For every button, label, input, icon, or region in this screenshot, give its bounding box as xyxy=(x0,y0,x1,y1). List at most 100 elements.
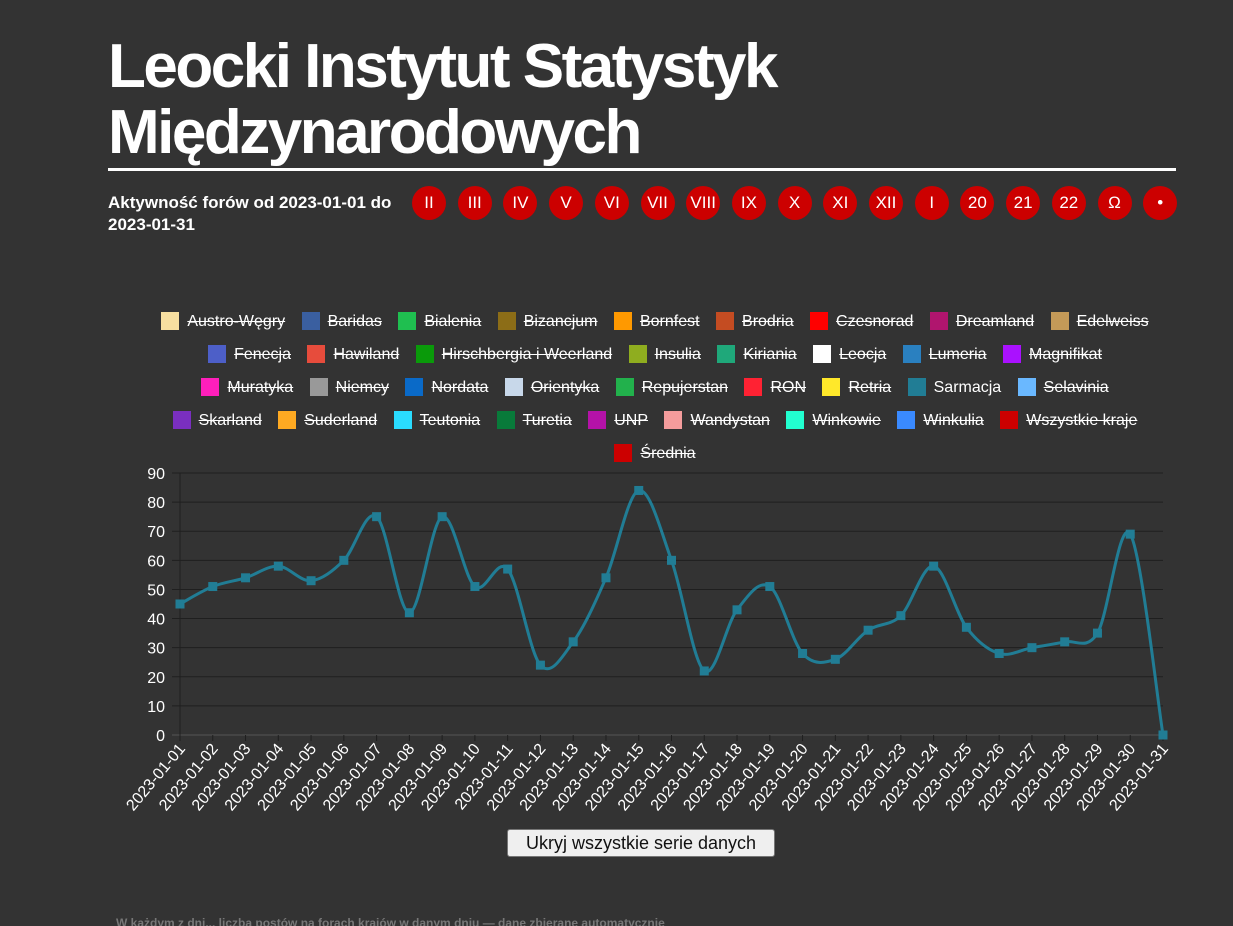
hide-all-series-button[interactable]: Ukryj wszystkie serie danych xyxy=(507,829,775,857)
legend-label: Nordata xyxy=(431,379,489,396)
legend-item[interactable]: Czesnorad xyxy=(810,305,913,338)
data-point xyxy=(208,582,218,592)
legend-item[interactable]: Bialenia xyxy=(398,305,481,338)
legend-label: Kiriania xyxy=(743,346,797,363)
nav-period-11[interactable]: I xyxy=(914,186,949,220)
nav-period-6[interactable]: VIII xyxy=(686,186,721,220)
legend-label: Bialenia xyxy=(424,313,482,330)
nav-period-10[interactable]: XII xyxy=(869,186,903,220)
legend-swatch xyxy=(822,378,841,396)
legend-item[interactable]: Muratyka xyxy=(201,371,293,404)
legend-item[interactable]: Bizancjum xyxy=(497,305,598,338)
legend-item[interactable]: Kiriania xyxy=(717,338,797,371)
nav-period-3[interactable]: V xyxy=(549,186,584,220)
data-point xyxy=(634,485,644,495)
legend-item[interactable]: Średnia xyxy=(614,437,696,470)
legend-swatch xyxy=(614,444,633,462)
legend-item[interactable]: Hirschbergia i Weerland xyxy=(415,338,613,371)
legend-item[interactable]: Bornfest xyxy=(613,305,700,338)
legend-item[interactable]: Turetia xyxy=(496,404,572,437)
legend-swatch xyxy=(1017,378,1036,396)
y-tick-label: 30 xyxy=(147,641,165,658)
nav-period-8[interactable]: X xyxy=(777,186,812,220)
legend-item[interactable]: Winkulia xyxy=(897,404,984,437)
legend-item[interactable]: Brodria xyxy=(716,305,794,338)
data-point xyxy=(535,660,545,670)
legend-item[interactable]: Insulia xyxy=(628,338,701,371)
legend-swatch xyxy=(786,411,805,429)
legend-label: Średnia xyxy=(640,445,696,462)
data-point xyxy=(601,573,611,583)
nav-period-9[interactable]: XI xyxy=(823,186,858,220)
legend-item[interactable]: Repujerstan xyxy=(615,371,728,404)
legend-label: Wandystan xyxy=(690,412,770,429)
legend-swatch xyxy=(415,345,434,363)
series-line-sarmacja xyxy=(179,488,1165,736)
legend-item[interactable]: Skarland xyxy=(172,404,262,437)
legend-item[interactable]: Teutonia xyxy=(393,404,481,437)
legend-swatch xyxy=(902,345,921,363)
legend-swatch xyxy=(398,312,417,330)
y-tick-label: 70 xyxy=(147,524,165,541)
legend-swatch xyxy=(1003,345,1021,363)
nav-period-7[interactable]: IX xyxy=(731,186,766,220)
data-point xyxy=(961,622,971,632)
legend-swatch xyxy=(813,345,832,363)
legend-swatch xyxy=(1050,312,1069,330)
data-point xyxy=(175,599,185,609)
chart-legend: Austro-Węgry Baridas Bialenia Bizancjum … xyxy=(150,305,1160,470)
legend-item[interactable]: Orientyka xyxy=(504,371,599,404)
nav-period-16[interactable]: • xyxy=(1143,186,1178,220)
legend-item[interactable]: Sarmacja xyxy=(907,371,1001,404)
legend-item[interactable]: Niemcy xyxy=(309,371,389,404)
data-point xyxy=(1060,637,1070,647)
legend-swatch xyxy=(278,411,297,429)
legend-swatch xyxy=(628,345,647,363)
legend-swatch xyxy=(201,378,220,396)
nav-period-5[interactable]: VII xyxy=(640,186,675,220)
nav-period-2[interactable]: IV xyxy=(503,186,538,220)
title-line-2: Międzynarodowych xyxy=(108,98,642,167)
page-title: Leocki Instytut Statystyk Międzynarodowy… xyxy=(108,34,1176,171)
legend-item[interactable]: Leocja xyxy=(813,338,886,371)
legend-item[interactable]: Hawiland xyxy=(307,338,399,371)
legend-item[interactable]: UNP xyxy=(588,404,648,437)
nav-period-1[interactable]: III xyxy=(457,186,492,220)
legend-item[interactable]: Winkowie xyxy=(786,404,881,437)
legend-item[interactable]: Magnifikat xyxy=(1003,338,1102,371)
legend-item[interactable]: Nordata xyxy=(405,371,488,404)
legend-label: Baridas xyxy=(327,313,382,330)
legend-item[interactable]: Wszystkie kraje xyxy=(1000,404,1137,437)
legend-label: Retria xyxy=(848,379,892,396)
legend-swatch xyxy=(615,378,634,396)
legend-item[interactable]: Edelweiss xyxy=(1050,305,1149,338)
nav-period-0[interactable]: II xyxy=(412,186,446,220)
legend-item[interactable]: Lumeria xyxy=(902,338,987,371)
legend-item[interactable]: Suderland xyxy=(278,404,377,437)
nav-period-14[interactable]: 22 xyxy=(1051,186,1086,220)
legend-item[interactable]: RON xyxy=(744,371,806,404)
legend-item[interactable]: Austro-Węgry xyxy=(161,305,285,338)
legend-item[interactable]: Retria xyxy=(822,371,891,404)
legend-item[interactable]: Dreamland xyxy=(929,305,1034,338)
legend-item[interactable]: Baridas xyxy=(301,305,382,338)
nav-period-15[interactable]: Ω xyxy=(1097,186,1132,220)
data-point xyxy=(929,561,939,571)
nav-period-13[interactable]: 21 xyxy=(1006,186,1041,220)
legend-item[interactable]: Wandystan xyxy=(664,404,770,437)
legend-label: Magnifikat xyxy=(1029,346,1102,363)
footer-note: W każdym z dni... liczba postów na forac… xyxy=(116,916,665,926)
nav-period-4[interactable]: VI xyxy=(594,186,629,220)
legend-item[interactable]: Selavinia xyxy=(1017,371,1109,404)
legend-swatch xyxy=(588,411,607,429)
y-tick-label: 20 xyxy=(147,670,165,687)
legend-item[interactable]: Fenecja xyxy=(208,338,291,371)
legend-label: Leocja xyxy=(839,346,887,363)
legend-label: Hawiland xyxy=(333,346,400,363)
data-point xyxy=(896,611,906,621)
legend-label: Hirschbergia i Weerland xyxy=(441,346,613,363)
nav-period-12[interactable]: 20 xyxy=(960,186,995,220)
legend-label: Winkulia xyxy=(923,412,984,429)
legend-swatch xyxy=(907,378,926,396)
legend-label: Teutonia xyxy=(419,412,481,429)
